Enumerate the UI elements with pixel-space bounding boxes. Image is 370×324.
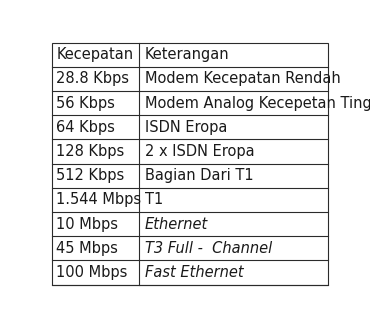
Text: 45 Mbps: 45 Mbps [56,241,118,256]
Text: 56 Kbps: 56 Kbps [56,96,115,111]
Text: Ethernet: Ethernet [145,216,208,232]
Text: Fast Ethernet: Fast Ethernet [145,265,243,280]
Text: 512 Kbps: 512 Kbps [56,168,125,183]
Text: Modem Kecepatan Rendah: Modem Kecepatan Rendah [145,72,340,87]
Text: Keterangan: Keterangan [145,47,229,62]
Text: Kecepatan: Kecepatan [56,47,134,62]
Text: 10 Mbps: 10 Mbps [56,216,118,232]
Text: T3 Full -  Channel: T3 Full - Channel [145,241,272,256]
Text: ISDN Eropa: ISDN Eropa [145,120,227,135]
Text: 1.544 Mbps: 1.544 Mbps [56,192,141,207]
Text: 28.8 Kbps: 28.8 Kbps [56,72,130,87]
Text: 2 x ISDN Eropa: 2 x ISDN Eropa [145,144,255,159]
Text: T1: T1 [145,192,163,207]
Text: Bagian Dari T1: Bagian Dari T1 [145,168,253,183]
Text: 128 Kbps: 128 Kbps [56,144,125,159]
Text: Modem Analog Kecepetan Tinggi: Modem Analog Kecepetan Tinggi [145,96,370,111]
Text: 100 Mbps: 100 Mbps [56,265,128,280]
Text: 64 Kbps: 64 Kbps [56,120,115,135]
